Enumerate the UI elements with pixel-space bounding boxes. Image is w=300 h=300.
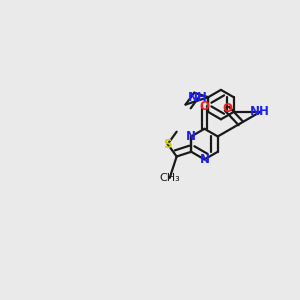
Text: O: O bbox=[222, 102, 232, 115]
Text: S: S bbox=[164, 138, 172, 151]
Text: O: O bbox=[200, 100, 209, 113]
Text: N: N bbox=[200, 153, 209, 166]
Text: NH: NH bbox=[250, 105, 270, 119]
Text: CH₃: CH₃ bbox=[159, 173, 180, 183]
Text: N: N bbox=[186, 130, 196, 143]
Text: NH: NH bbox=[188, 91, 208, 104]
